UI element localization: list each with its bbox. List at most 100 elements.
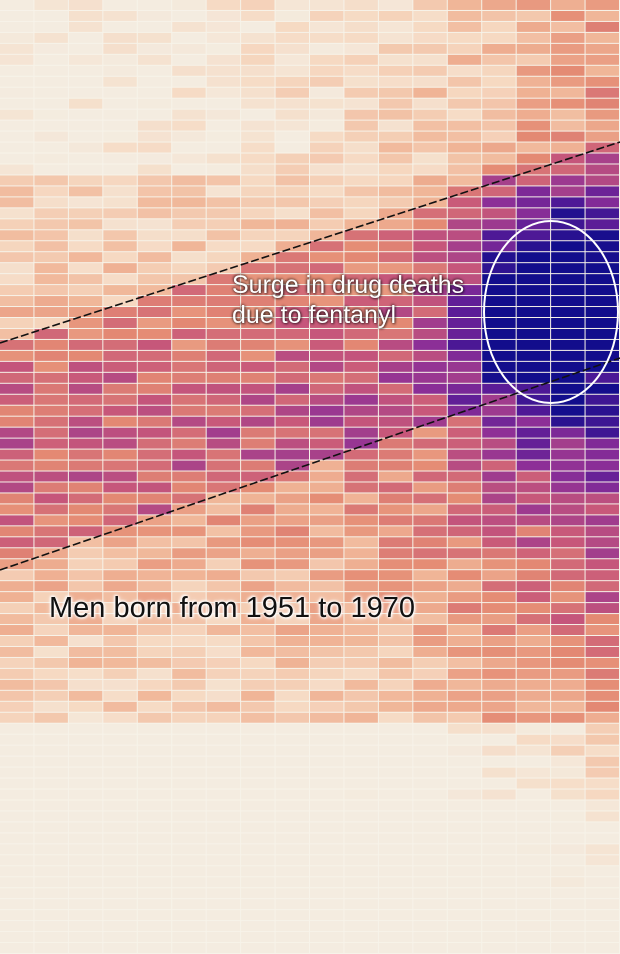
heatmap-cell [68,394,103,405]
heatmap-cell [310,515,344,526]
heatmap-cell [378,131,413,142]
heatmap-cell [172,120,206,131]
heatmap-cell [0,844,34,855]
heatmap-cell [172,109,206,120]
heatmap-cell [68,921,103,932]
heatmap-cell [275,636,309,646]
heatmap-cell [482,877,516,888]
heatmap-cell [0,603,34,614]
heatmap-cell [206,54,241,65]
heatmap-cell [68,230,103,241]
heatmap-cell [551,734,585,745]
heatmap-cell [482,603,516,614]
heatmap-cell [516,932,551,943]
heatmap-cell [482,789,516,800]
heatmap-cell [551,383,585,394]
heatmap-cell [172,405,206,416]
heatmap-cell [206,120,241,131]
heatmap-cell [172,570,206,581]
heatmap-cell [585,405,619,416]
heatmap-cell [585,0,619,10]
heatmap-cell [34,833,68,844]
heatmap-cell [447,701,482,712]
heatmap-cell [413,405,447,416]
heatmap-cell [0,285,34,296]
heatmap-cell [310,87,344,98]
heatmap-cell [310,438,344,449]
heatmap-cell [103,230,137,241]
heatmap-cell [344,87,378,98]
heatmap-cell [551,877,585,888]
heatmap-cell [482,493,516,504]
heatmap-cell [34,54,68,65]
heatmap-cell [310,943,344,953]
heatmap-cell [516,570,551,581]
heatmap-cell [551,646,585,657]
heatmap-cell [172,482,206,493]
heatmap-cell [413,679,447,690]
heatmap-cell [516,175,551,186]
heatmap-cell [137,328,172,339]
heatmap-cell [241,427,275,438]
heatmap-cell [344,120,378,131]
heatmap-cell [172,438,206,449]
heatmap-cell [516,515,551,526]
heatmap-cell [551,405,585,416]
heatmap-cell [310,756,344,767]
heatmap-cell [413,701,447,712]
heatmap-cell [103,559,137,570]
heatmap-cell [516,32,551,43]
heatmap-cell [551,372,585,383]
heatmap-cell [103,164,137,175]
heatmap-cell [172,855,206,866]
heatmap-cell [585,471,619,482]
heatmap-cell [413,570,447,581]
heatmap-cell [241,153,275,164]
heatmap-cell [310,109,344,120]
heatmap-cell [103,197,137,208]
heatmap-cell [0,318,34,328]
heatmap-cell [585,570,619,581]
heatmap-cell [585,515,619,526]
heatmap-cell [137,515,172,526]
heatmap-cell [551,800,585,811]
heatmap-cell [275,504,309,515]
heatmap-cell [413,657,447,668]
heatmap-cell [310,186,344,197]
heatmap-cell [516,186,551,197]
heatmap-cell [103,877,137,888]
heatmap-cell [0,471,34,482]
heatmap-cell [137,361,172,372]
heatmap-cell [310,603,344,614]
heatmap-cell [585,877,619,888]
heatmap-cell [344,394,378,405]
heatmap-cell [344,164,378,175]
heatmap-cell [34,32,68,43]
heatmap-cell [344,274,378,285]
heatmap-cell [378,636,413,646]
heatmap-cell [447,87,482,98]
heatmap-cell [206,866,241,877]
heatmap-cell [585,43,619,54]
heatmap-cell [516,899,551,910]
heatmap-cell [34,230,68,241]
heatmap-cell [275,625,309,635]
heatmap-cell [413,296,447,307]
heatmap-cell [482,142,516,153]
heatmap-cell [447,745,482,756]
heatmap-cell [310,416,344,427]
heatmap-cell [447,285,482,296]
heatmap-cell [378,855,413,866]
heatmap-cell [344,328,378,339]
heatmap-cell [137,164,172,175]
heatmap-cell [206,43,241,54]
heatmap-cell [34,43,68,54]
heatmap-cell [551,87,585,98]
heatmap-cell [482,932,516,943]
heatmap-cell [378,427,413,438]
heatmap-cell [241,679,275,690]
heatmap-cell [447,734,482,745]
heatmap-cell [516,482,551,493]
heatmap-cell [344,745,378,756]
heatmap-cell [516,592,551,603]
